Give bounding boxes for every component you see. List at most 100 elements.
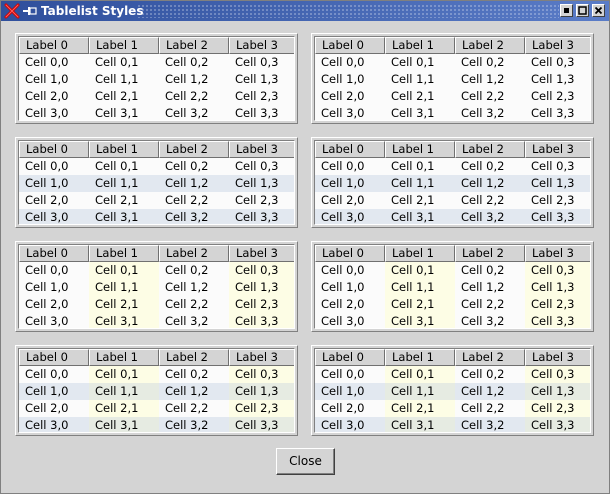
tablelist-body[interactable]: Label 0 Label 1 Label 2 Label 3 Cell 0,0 Cell… [18,348,295,433]
table-cell: Cell 3,2 [455,417,525,432]
table-row[interactable]: Cell 2,0 Cell 2,1 Cell 2,2 Cell 2,3 [315,296,590,313]
table-cell: Cell 1,0 [315,383,385,400]
column-header-row: Label 0 Label 1 Label 2 Label 3 [19,245,294,262]
table-cell: Cell 2,3 [525,296,590,313]
table-row[interactable]: Cell 2,0 Cell 2,1 Cell 2,2 Cell 2,3 [19,88,294,105]
tablelist-body[interactable]: Label 0 Label 1 Label 2 Label 3 Cell 0,0 Cell… [314,36,591,121]
table-cell: Cell 2,2 [159,192,229,209]
table-cell: Cell 3,3 [229,105,294,120]
table-row[interactable]: Cell 0,0 Cell 0,1 Cell 0,2 Cell 0,3 [315,158,590,175]
table-row[interactable]: Cell 2,0 Cell 2,1 Cell 2,2 Cell 2,3 [19,296,294,313]
column-header-2[interactable]: Label 2 [159,349,229,366]
maximize-button[interactable] [576,4,589,17]
table-cell: Cell 0,3 [525,366,590,383]
tablelist-body[interactable]: Label 0 Label 1 Label 2 Label 3 Cell 0,0 Cell… [18,140,295,225]
app-x-icon[interactable] [4,3,20,19]
table-row[interactable]: Cell 3,0 Cell 3,1 Cell 3,2 Cell 3,3 [19,313,294,328]
table-row[interactable]: Cell 0,0 Cell 0,1 Cell 0,2 Cell 0,3 [315,366,590,383]
column-header-0[interactable]: Label 0 [19,37,89,54]
title-bar[interactable]: Tablelist Styles [1,1,609,21]
column-header-2[interactable]: Label 2 [159,37,229,54]
table-row[interactable]: Cell 1,0 Cell 1,1 Cell 1,2 Cell 1,3 [315,279,590,296]
column-header-3[interactable]: Label 3 [525,349,590,366]
column-header-0[interactable]: Label 0 [315,245,385,262]
tablelist-body[interactable]: Label 0 Label 1 Label 2 Label 3 Cell 0,0 Cell… [18,36,295,121]
table-row[interactable]: Cell 1,0 Cell 1,1 Cell 1,2 Cell 1,3 [19,383,294,400]
column-header-3[interactable]: Label 3 [525,245,590,262]
minimize-button[interactable] [560,4,573,17]
table-cell: Cell 2,1 [385,400,455,417]
column-header-2[interactable]: Label 2 [455,245,525,262]
table-row[interactable]: Cell 0,0 Cell 0,1 Cell 0,2 Cell 0,3 [19,366,294,383]
column-header-0[interactable]: Label 0 [19,141,89,158]
table-row[interactable]: Cell 3,0 Cell 3,1 Cell 3,2 Cell 3,3 [19,417,294,432]
column-header-1[interactable]: Label 1 [385,37,455,54]
table-row[interactable]: Cell 1,0 Cell 1,1 Cell 1,2 Cell 1,3 [19,71,294,88]
table-cell: Cell 2,1 [89,192,159,209]
table-row[interactable]: Cell 1,0 Cell 1,1 Cell 1,2 Cell 1,3 [315,383,590,400]
table-cell: Cell 1,2 [159,383,229,400]
table-cell: Cell 2,0 [315,296,385,313]
table-row[interactable]: Cell 3,0 Cell 3,1 Cell 3,2 Cell 3,3 [19,209,294,224]
tablelist-body[interactable]: Label 0 Label 1 Label 2 Label 3 Cell 0,0 Cell… [314,348,591,433]
column-header-3[interactable]: Label 3 [229,245,294,262]
column-header-1[interactable]: Label 1 [385,245,455,262]
tablelist-body[interactable]: Label 0 Label 1 Label 2 Label 3 Cell 0,0 Cell… [314,140,591,225]
table-cell: Cell 3,0 [315,209,385,224]
column-header-2[interactable]: Label 2 [455,37,525,54]
table-row[interactable]: Cell 0,0 Cell 0,1 Cell 0,2 Cell 0,3 [315,262,590,279]
table-row[interactable]: Cell 2,0 Cell 2,1 Cell 2,2 Cell 2,3 [19,192,294,209]
table-row[interactable]: Cell 2,0 Cell 2,1 Cell 2,2 Cell 2,3 [315,192,590,209]
table-cell: Cell 3,3 [525,209,590,224]
column-header-1[interactable]: Label 1 [385,349,455,366]
pin-icon[interactable] [23,5,37,17]
column-header-3[interactable]: Label 3 [229,37,294,54]
table-row[interactable]: Cell 0,0 Cell 0,1 Cell 0,2 Cell 0,3 [19,54,294,71]
table-cell: Cell 0,0 [19,366,89,383]
table-row[interactable]: Cell 1,0 Cell 1,1 Cell 1,2 Cell 1,3 [315,175,590,192]
column-header-0[interactable]: Label 0 [315,349,385,366]
column-header-1[interactable]: Label 1 [89,141,159,158]
column-header-1[interactable]: Label 1 [385,141,455,158]
column-header-1[interactable]: Label 1 [89,245,159,262]
table-row[interactable]: Cell 2,0 Cell 2,1 Cell 2,2 Cell 2,3 [315,88,590,105]
table-row[interactable]: Cell 0,0 Cell 0,1 Cell 0,2 Cell 0,3 [19,262,294,279]
column-header-3[interactable]: Label 3 [229,141,294,158]
table-cell: Cell 0,2 [159,366,229,383]
tablelist-body[interactable]: Label 0 Label 1 Label 2 Label 3 Cell 0,0 Cell… [314,244,591,329]
column-header-2[interactable]: Label 2 [159,245,229,262]
table-cell: Cell 3,0 [19,105,89,120]
table-row[interactable]: Cell 3,0 Cell 3,1 Cell 3,2 Cell 3,3 [19,105,294,120]
table-cell: Cell 2,3 [525,88,590,105]
close-window-button[interactable] [592,4,605,17]
table-row[interactable]: Cell 0,0 Cell 0,1 Cell 0,2 Cell 0,3 [19,158,294,175]
table-row[interactable]: Cell 1,0 Cell 1,1 Cell 1,2 Cell 1,3 [315,71,590,88]
table-row[interactable]: Cell 0,0 Cell 0,1 Cell 0,2 Cell 0,3 [315,54,590,71]
table-row[interactable]: Cell 1,0 Cell 1,1 Cell 1,2 Cell 1,3 [19,279,294,296]
column-header-0[interactable]: Label 0 [315,37,385,54]
table-row[interactable]: Cell 3,0 Cell 3,1 Cell 3,2 Cell 3,3 [315,417,590,432]
table-row[interactable]: Cell 3,0 Cell 3,1 Cell 3,2 Cell 3,3 [315,105,590,120]
table-row[interactable]: Cell 2,0 Cell 2,1 Cell 2,2 Cell 2,3 [315,400,590,417]
close-button[interactable]: Close [276,448,335,475]
table-row[interactable]: Cell 1,0 Cell 1,1 Cell 1,2 Cell 1,3 [19,175,294,192]
tablelist-body[interactable]: Label 0 Label 1 Label 2 Label 3 Cell 0,0 Cell… [18,244,295,329]
column-header-1[interactable]: Label 1 [89,37,159,54]
table-cell: Cell 2,0 [19,296,89,313]
table-row[interactable]: Cell 3,0 Cell 3,1 Cell 3,2 Cell 3,3 [315,313,590,328]
column-header-0[interactable]: Label 0 [19,349,89,366]
column-header-3[interactable]: Label 3 [525,141,590,158]
table-cell: Cell 2,2 [159,400,229,417]
tablelist-striped-rows-1: Label 0 Label 1 Label 2 Label 3 Cell 0,0 Cell… [15,137,298,228]
column-header-0[interactable]: Label 0 [19,245,89,262]
column-header-2[interactable]: Label 2 [159,141,229,158]
column-header-2[interactable]: Label 2 [455,141,525,158]
column-header-2[interactable]: Label 2 [455,349,525,366]
column-header-3[interactable]: Label 3 [229,349,294,366]
column-header-1[interactable]: Label 1 [89,349,159,366]
table-row[interactable]: Cell 2,0 Cell 2,1 Cell 2,2 Cell 2,3 [19,400,294,417]
column-header-0[interactable]: Label 0 [315,141,385,158]
column-header-3[interactable]: Label 3 [525,37,590,54]
column-header-row: Label 0 Label 1 Label 2 Label 3 [315,37,590,54]
table-row[interactable]: Cell 3,0 Cell 3,1 Cell 3,2 Cell 3,3 [315,209,590,224]
